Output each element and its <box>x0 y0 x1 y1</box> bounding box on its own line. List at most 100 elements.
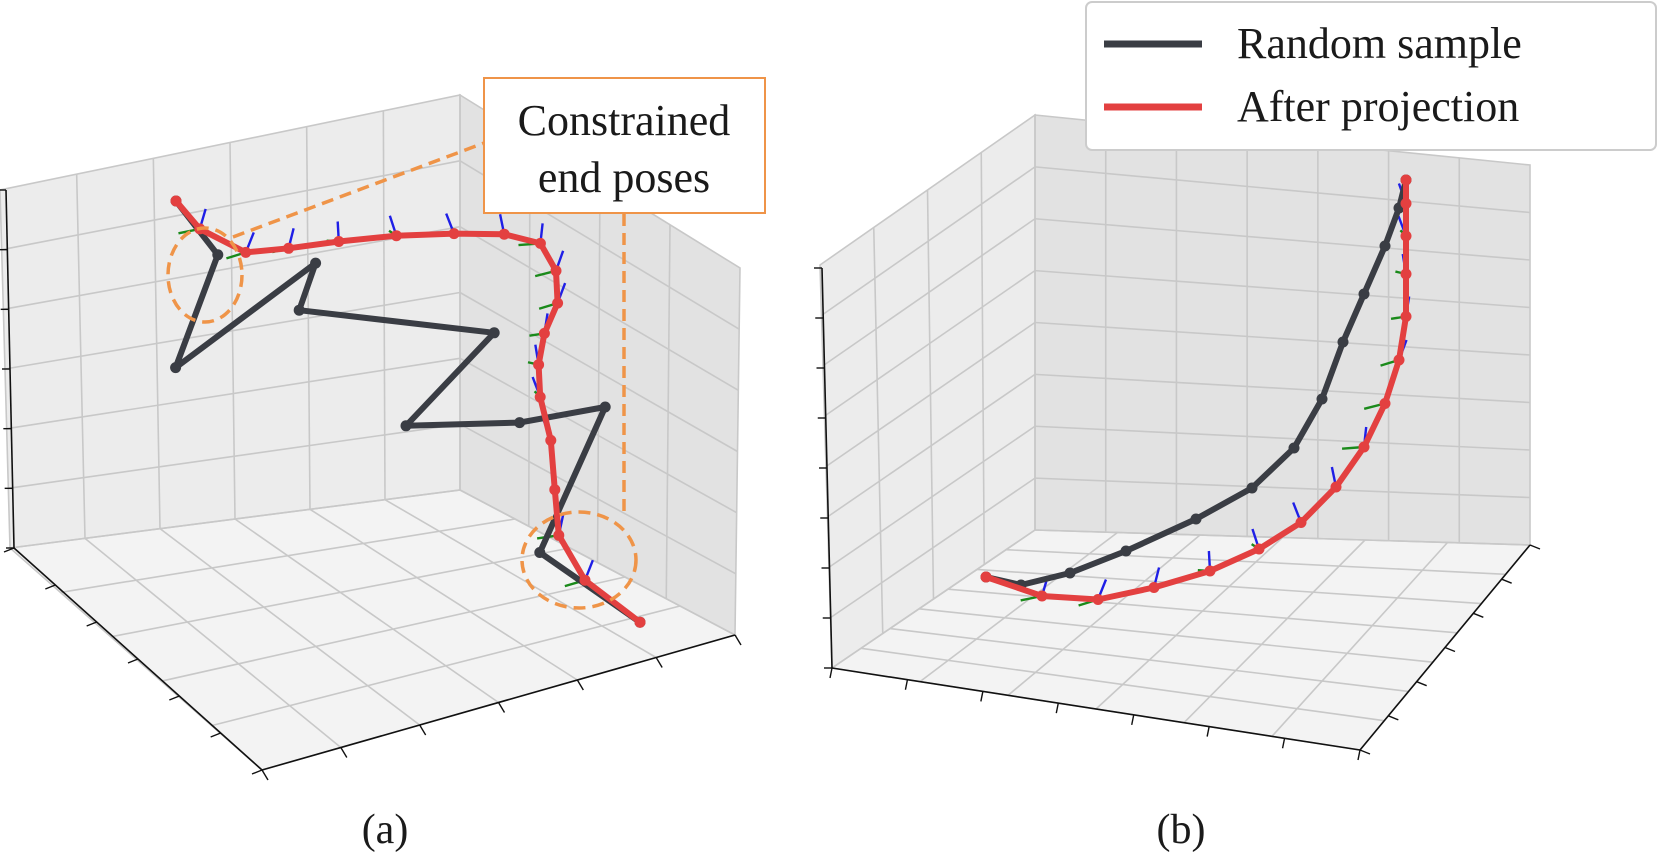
a-x-tick <box>45 584 56 590</box>
b-x-tick <box>904 679 909 690</box>
annotation-leader-left <box>232 141 485 239</box>
panel-a-projection-point <box>553 529 565 541</box>
panel-a-plot: Constrained end poses (a) <box>0 77 766 853</box>
a-x-tick <box>251 769 263 775</box>
panel-b-ticks <box>814 267 1541 761</box>
b-x-tick <box>1357 749 1361 761</box>
legend-frame <box>1085 1 1657 151</box>
b-x-tick <box>980 691 984 702</box>
b-back-gridline <box>821 166 1036 317</box>
panel-b-label: (b) <box>1157 807 1206 853</box>
a-floor-gridline <box>234 518 499 704</box>
panel-b-projection-point <box>1092 594 1104 605</box>
a-x-tick <box>169 695 180 701</box>
a-back-gridline <box>3 225 461 311</box>
b-y-tick <box>1529 544 1541 550</box>
panel-b-projection-line <box>983 177 1409 603</box>
panel-b-projection-point <box>1148 582 1160 593</box>
a-y-tick <box>655 657 663 668</box>
b-x-tick <box>1055 703 1059 714</box>
a-floor-gridline <box>309 508 578 681</box>
panel-b-projection-point <box>1400 311 1412 322</box>
legend-random-label: Random sample <box>1237 19 1522 68</box>
panel-a-projection-point <box>579 574 591 586</box>
panel-a-projection-point <box>390 230 402 242</box>
a-side-gridline <box>459 225 739 392</box>
b-side-gridline <box>1034 425 1531 451</box>
b-y-tick <box>1416 681 1427 687</box>
panel-a-projection-point <box>549 484 561 496</box>
panel-b-random-point <box>1316 393 1328 405</box>
b-back-gridline <box>822 218 1036 367</box>
panel-b-projection-point <box>1253 543 1265 555</box>
panel-a-random-point <box>514 417 526 429</box>
panel-b-projection-point <box>1204 565 1216 577</box>
panel-b-random-point <box>1379 240 1391 252</box>
a-x-tick <box>210 732 221 738</box>
a-side-gridline <box>459 423 737 575</box>
panel-b-projection-series <box>980 174 1412 605</box>
a-back-gridline <box>8 423 461 490</box>
a-floor-gridline <box>384 498 657 659</box>
panel-a-random-point <box>212 249 224 261</box>
panel-b-random-point <box>1120 545 1132 557</box>
panel-a-ticks <box>0 189 742 781</box>
panel-a-projection-point <box>634 616 646 628</box>
a-floor-gridline <box>161 576 626 682</box>
a-side-gridline <box>459 291 738 453</box>
b-side-gridline <box>1034 166 1531 214</box>
panel-a-grid <box>0 93 741 771</box>
panel-b-projection-point <box>980 571 992 583</box>
a-floor-gridline <box>211 605 681 727</box>
b-floor-gridline <box>1271 541 1449 737</box>
a-floor-gridline <box>60 518 516 594</box>
b-side-gridline <box>1034 321 1531 356</box>
panel-b-random-point <box>1358 288 1370 300</box>
a-x-tick <box>127 658 139 664</box>
b-x-tick <box>1206 726 1210 737</box>
panel-b-projection-point <box>1295 517 1307 528</box>
panel-a-projection-point <box>552 297 564 309</box>
a-x-tick <box>86 621 97 627</box>
b-x-tick <box>1131 714 1135 725</box>
panel-a-projection-point <box>534 237 546 249</box>
panel-a-random-point <box>534 547 546 558</box>
panel-a-random-point <box>400 420 412 432</box>
b-x-tick <box>1281 738 1286 749</box>
b-side-gridline <box>1034 373 1531 404</box>
panel-b-projection-point <box>1393 354 1405 366</box>
panel-b-projection-point <box>1400 198 1412 209</box>
b-x-tick <box>829 667 833 679</box>
b-floor-gridline <box>1007 534 1201 696</box>
a-back-gridline <box>4 291 461 370</box>
b-side-gridline <box>1034 217 1531 261</box>
b-y-tick <box>1388 715 1399 721</box>
b-back-gridline <box>828 425 1036 568</box>
b-floor-gridline <box>1095 536 1284 710</box>
b-back-gridline <box>827 373 1036 518</box>
b-floor-gridline <box>1183 539 1366 724</box>
panel-b-projection-point <box>1400 174 1412 186</box>
legend-projection-label: After projection <box>1237 82 1519 131</box>
panel-a-projection-point <box>498 228 510 240</box>
panel-a-projection-point <box>170 195 182 207</box>
a-y-tick <box>419 724 427 736</box>
panel-a-projection-point <box>240 246 252 258</box>
a-side-gridline <box>459 357 738 514</box>
panel-a-random-point <box>488 327 500 339</box>
b-floor-gridline <box>919 531 1118 683</box>
a-y-tick <box>734 634 742 646</box>
panel-b-projection-point <box>1379 398 1391 409</box>
b-y-tick <box>1359 749 1371 755</box>
panel-b-projection-point <box>1036 590 1048 602</box>
b-back-gridline <box>825 321 1036 468</box>
a-y-tick <box>576 679 584 691</box>
panel-a-random-point <box>310 257 322 269</box>
a-floor-gridline <box>84 537 342 749</box>
panel-a-random-point <box>293 304 305 316</box>
panel-a-projection-point <box>550 265 562 277</box>
panel-a-projection-point <box>283 242 295 254</box>
start-pose-highlight <box>166 226 244 324</box>
b-side-gridline <box>1034 269 1531 309</box>
